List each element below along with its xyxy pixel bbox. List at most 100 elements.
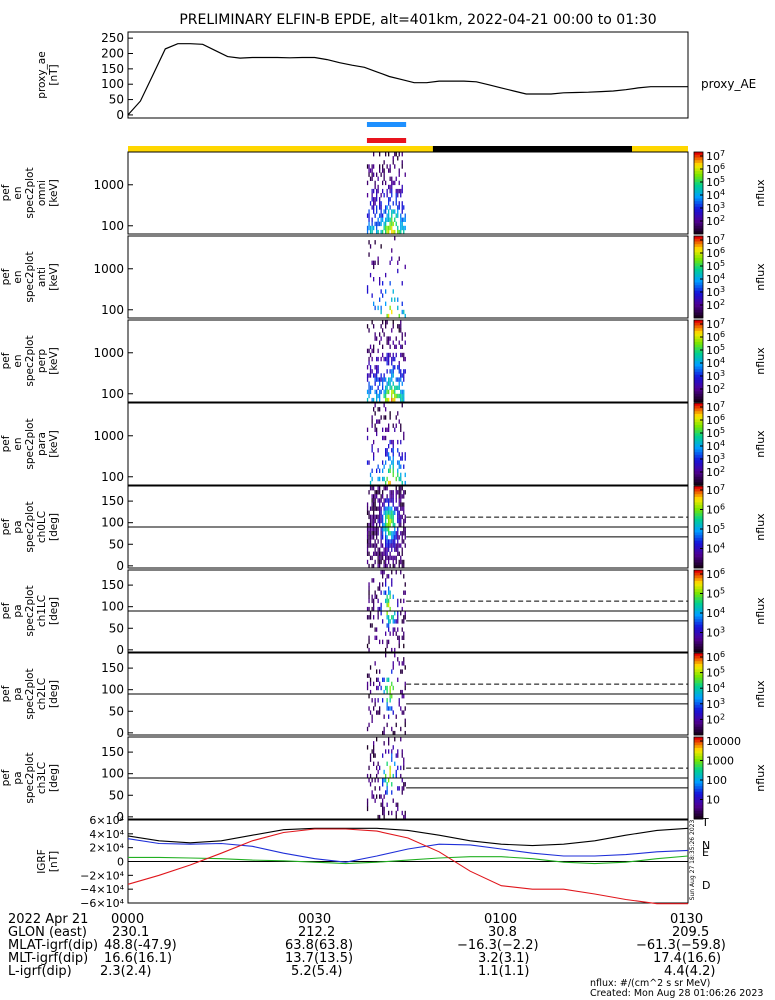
en-para-heatmap-cell bbox=[374, 423, 376, 428]
en-perp-colorbar-tick-label: 105 bbox=[706, 343, 725, 357]
pa-ch0LC-heatmap-cell bbox=[377, 555, 379, 561]
en-perp-heatmap-cell bbox=[395, 385, 397, 390]
en-perp-heatmap-cell bbox=[368, 356, 370, 362]
pa-ch0LC-heatmap-cell bbox=[374, 543, 376, 548]
en-anti-heatmap-cell bbox=[391, 297, 393, 302]
pa-ch3LC-heatmap-cell bbox=[391, 782, 393, 787]
pa-ch2LC-colorbar-step bbox=[694, 694, 703, 698]
en-para-heatmap-cell bbox=[386, 427, 388, 432]
en-omni-heatmap-cell bbox=[395, 176, 397, 181]
pa-ch3LC-heatmap-cell bbox=[377, 814, 379, 820]
en-omni-heatmap-cell bbox=[389, 168, 391, 173]
pa-ch0LC-heatmap-cell bbox=[404, 531, 406, 536]
en-omni-heatmap-cell bbox=[392, 180, 394, 186]
pa-ch2LC-colorbar-step bbox=[694, 658, 703, 662]
pa-ch2LC-heatmap-cell bbox=[368, 673, 370, 678]
pa-ch0LC-heatmap-cell bbox=[400, 490, 402, 495]
pa-ch0LC-heatmap-cell bbox=[395, 555, 397, 561]
pa-ch1LC-colorbar-tick-label: 105 bbox=[706, 587, 725, 601]
pa-ch0LC-heatmap-cell bbox=[388, 498, 390, 503]
pa-ch0LC-heatmap-cell bbox=[404, 535, 406, 540]
pa-ch0LC-heatmap-cell bbox=[368, 510, 370, 515]
en-para-colorbar-step bbox=[694, 471, 703, 475]
pa-ch2LC-heatmap-cell bbox=[379, 706, 381, 711]
pa-ch3LC-colorbar-step bbox=[694, 788, 703, 792]
en-para-heatmap-cell bbox=[403, 435, 405, 441]
en-perp-heatmap-cell bbox=[392, 320, 394, 325]
pa-ch2LC-colorbar-step bbox=[694, 704, 703, 708]
en-omni-heatmap-cell bbox=[386, 205, 388, 210]
en-anti-colorbar-step bbox=[694, 257, 703, 261]
en-omni-heatmap-cell bbox=[397, 213, 399, 218]
pa-ch1LC-heatmap-cell bbox=[388, 615, 390, 620]
pa-ch0LC-heatmap-cell bbox=[371, 543, 373, 548]
pa-ch0LC-heatmap-cell bbox=[388, 506, 390, 511]
pa-ch2LC-colorbar-step bbox=[694, 718, 703, 722]
en-omni-heatmap-cell bbox=[385, 229, 387, 235]
pa-ch0LC-heatmap-cell bbox=[369, 539, 372, 544]
en-anti-heatmap-cell bbox=[380, 289, 382, 294]
en-omni-colorbar-step bbox=[694, 220, 703, 224]
en-para-heatmap-cell bbox=[392, 460, 394, 465]
en-para-heatmap-cell bbox=[371, 423, 373, 428]
en-omni-heatmap-cell bbox=[391, 225, 393, 231]
en-omni-heatmap-cell bbox=[368, 213, 370, 218]
pa-ch1LC-heatmap-cell bbox=[400, 570, 402, 575]
pa-ch3LC-ylabel-line: ch3LC bbox=[36, 762, 48, 794]
pa-ch0LC-heatmap-cell bbox=[404, 543, 406, 548]
pa-ch0LC-colorbar-step bbox=[694, 499, 703, 503]
pa-ch1LC-heatmap-cell bbox=[368, 647, 370, 653]
en-perp-heatmap-cell bbox=[403, 377, 405, 382]
en-para-colorbar-step bbox=[694, 452, 703, 456]
pa-ch0LC-heatmap-cell bbox=[382, 555, 384, 561]
pa-ch3LC-heatmap-cell bbox=[369, 757, 372, 762]
pa-ch1LC-heatmap-cell bbox=[374, 594, 376, 599]
en-omni-colorbar-step bbox=[694, 162, 703, 166]
en-para-ylabel-line: en bbox=[12, 437, 24, 450]
pa-ch1LC-heatmap-cell bbox=[403, 590, 405, 595]
pa-ch3LC-heatmap-cell bbox=[397, 765, 399, 771]
en-perp-heatmap-cell bbox=[401, 352, 403, 358]
pa-ch0LC-heatmap-cell bbox=[394, 539, 396, 544]
pa-ch2LC-heatmap-cell bbox=[366, 673, 369, 678]
pa-ch0LC-heatmap-cell bbox=[389, 531, 391, 536]
pa-ch2LC-heatmap-cell bbox=[389, 698, 391, 703]
pa-ch3LC-heatmap-cell bbox=[383, 810, 385, 816]
en-perp-heatmap-cell bbox=[373, 348, 375, 354]
en-perp-heatmap-cell bbox=[391, 389, 393, 395]
pa-ch0LC-heatmap-cell bbox=[395, 494, 397, 499]
en-omni-heatmap-cell bbox=[371, 188, 373, 194]
pa-ch1LC-heatmap-cell bbox=[388, 590, 390, 595]
pa-ch0LC-heatmap-cell bbox=[366, 502, 369, 507]
en-anti-heatmap-cell bbox=[369, 272, 372, 278]
en-perp-colorbar-step bbox=[694, 380, 703, 384]
en-para-heatmap-cell bbox=[403, 464, 405, 469]
footer-mlt-0000: 16.6(16.1) bbox=[104, 951, 173, 966]
pa-ch3LC-heatmap-cell bbox=[395, 753, 397, 758]
pa-ch0LC-colorbar-step bbox=[694, 494, 703, 498]
pa-ch2LC-heatmap-cell bbox=[389, 706, 391, 711]
en-anti-colorbar-step bbox=[694, 274, 703, 278]
en-para-heatmap-cell bbox=[404, 472, 406, 478]
en-perp-heatmap-cell bbox=[368, 385, 370, 390]
pa-ch3LC-heatmap-cell bbox=[374, 786, 376, 791]
en-perp-colorbar-step bbox=[694, 366, 703, 370]
pa-ch0LC-heatmap-cell bbox=[392, 531, 394, 536]
en-para-colorbar-step bbox=[694, 416, 703, 420]
pa-ch1LC-heatmap-cell bbox=[377, 598, 379, 604]
en-omni-heatmap-cell bbox=[397, 205, 399, 210]
pa-ch1LC-heatmap-cell bbox=[403, 574, 405, 579]
pa-ch0LC-heatmap-cell bbox=[369, 535, 372, 540]
en-omni-heatmap-cell bbox=[383, 172, 385, 177]
en-anti-colorbar-step bbox=[694, 241, 703, 245]
pa-ch0LC-heatmap-cell bbox=[394, 555, 396, 561]
en-omni-ytick-label: 100 bbox=[101, 219, 124, 233]
en-perp-heatmap-cell bbox=[385, 320, 387, 325]
footer-label-mlt: MLT-igrf(dip) bbox=[8, 951, 89, 966]
en-omni-heatmap-cell bbox=[391, 176, 393, 181]
pa-ch1LC-heatmap-cell bbox=[388, 586, 390, 591]
pa-ch0LC-heatmap-cell bbox=[391, 547, 393, 552]
pa-ch0LC-heatmap-cell bbox=[397, 551, 399, 556]
en-para-heatmap-cell bbox=[397, 460, 399, 465]
pa-ch1LC-heatmap-cell bbox=[397, 598, 399, 604]
